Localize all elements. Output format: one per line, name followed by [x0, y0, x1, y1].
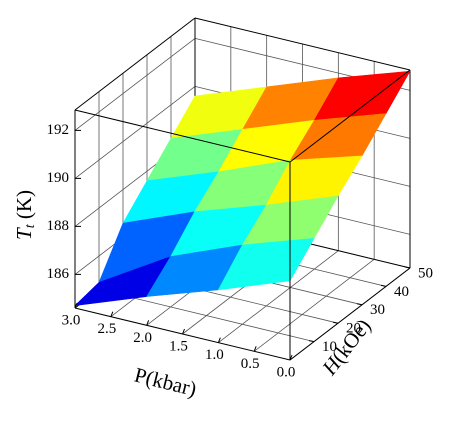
y-tick-label: 20	[346, 321, 361, 337]
x-tick-label: 3.0	[62, 312, 81, 328]
y-tick-label: 10	[322, 339, 337, 355]
tick	[253, 346, 257, 352]
x-tick-label: 2.5	[97, 321, 116, 337]
surface-patch	[313, 70, 411, 121]
x-tick-label: 1.0	[205, 347, 224, 363]
grid-line	[253, 259, 375, 352]
z-axis-label: Tt (K)	[12, 190, 38, 240]
x-tick-label: 0.0	[277, 364, 296, 380]
x-tick-label: 2.0	[133, 330, 152, 346]
grid-line	[74, 86, 196, 179]
grid-line	[74, 38, 196, 131]
tick	[289, 354, 293, 361]
y-tick-label: 40	[394, 284, 409, 300]
z-tick-label: 188	[47, 218, 70, 234]
tick	[74, 302, 78, 309]
box-edge	[289, 267, 411, 361]
z-label-main: T	[12, 227, 36, 240]
box-edge	[194, 17, 411, 71]
box-edge	[74, 17, 196, 111]
box-edge	[74, 109, 291, 163]
y-tick-label: 30	[370, 302, 385, 318]
tick	[404, 266, 411, 269]
tick	[182, 328, 185, 335]
tick	[146, 320, 150, 326]
tick	[308, 340, 315, 343]
box-edge	[289, 69, 411, 163]
z-tick-label: 190	[47, 170, 70, 186]
grid-line	[218, 250, 339, 343]
z-label-rest: (K)	[12, 190, 36, 224]
tick	[356, 303, 363, 306]
x-tick-label: 0.5	[241, 356, 260, 372]
y-tick-label: 50	[418, 265, 433, 281]
tick	[217, 337, 221, 343]
z-tick-label: 186	[47, 266, 70, 282]
z-tick-label: 192	[47, 122, 70, 138]
x-tick-label: 1.5	[169, 338, 188, 354]
x-axis-label: P(kbar)	[132, 363, 199, 402]
tick	[110, 311, 114, 317]
tick	[380, 284, 387, 287]
z-label-sub: t	[23, 223, 38, 228]
tick	[332, 321, 339, 324]
